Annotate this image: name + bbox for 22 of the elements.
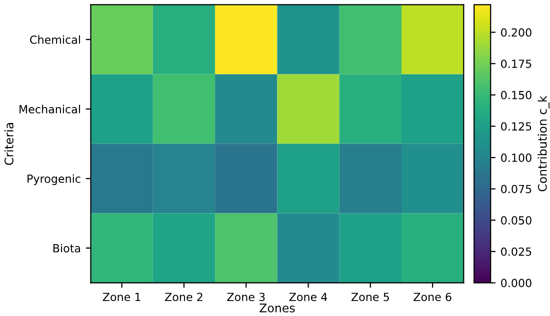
color-bar-label: 0.050 (501, 216, 532, 225)
y-axis-title: Criteria (4, 123, 14, 165)
color-bar-label: 0.200 (501, 28, 532, 37)
x-tick-label: Zone 2 (165, 292, 202, 302)
y-tick-label: Chemical (30, 35, 80, 44)
y-tick-label: Biota (53, 244, 80, 252)
x-tick-label: Zone 3 (227, 292, 265, 302)
x-tick-label: Zone 5 (351, 292, 389, 302)
x-axis-title: Zones (260, 304, 295, 312)
color-bar-label: 0.175 (501, 60, 532, 68)
color-bar-label: 0.075 (501, 184, 532, 194)
color-bar-label: 0.025 (501, 247, 532, 256)
y-tick-label: Pyrogenic (28, 174, 80, 186)
x-tick-label: Zone 4 (289, 292, 328, 302)
color-bar-label: 0.150 (501, 90, 532, 100)
color-bar-label: 0.000 (501, 278, 532, 288)
y-tick-label: Mechanical (20, 104, 80, 114)
color-bar-label: 0.125 (501, 122, 532, 131)
color-bar-title: Contribution c_k (538, 96, 550, 192)
x-tick-label: Zone 6 (414, 292, 452, 302)
x-tick-label: Zone 1 (102, 292, 140, 302)
color-bar-label: 0.100 (501, 154, 532, 162)
